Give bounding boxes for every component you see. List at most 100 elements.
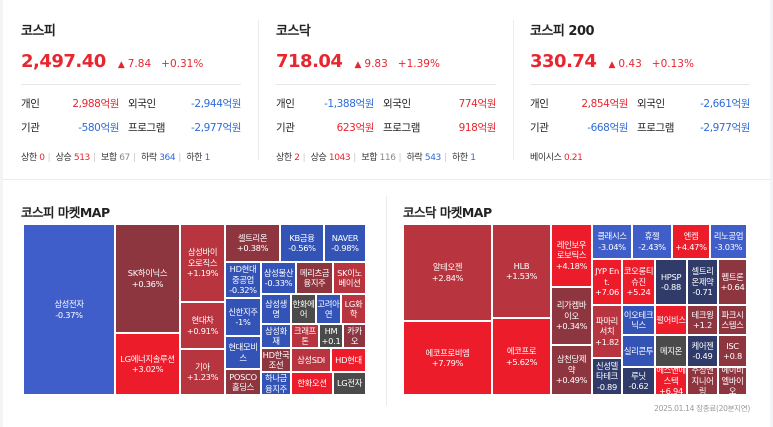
treemap-tile[interactable]: 에스앤에스텍 +6.94	[655, 367, 687, 395]
stat-label: 베이시스	[530, 153, 562, 163]
investor-value: -2,977억원	[191, 122, 241, 134]
treemap-tile[interactable]: POSCO홀딩스	[225, 369, 261, 395]
treemap-tile[interactable]: 펄어비스	[655, 305, 687, 335]
stat-label: 상한	[276, 153, 292, 163]
treemap-tile[interactable]: 현대차 +0.91%	[180, 302, 225, 349]
treemap-tile[interactable]: 한화오션	[291, 372, 333, 395]
kosdaq-map-title: 코스닥 마켓MAP	[403, 205, 492, 220]
kospi-index-card[interactable]: 코스피 2,497.40 ▲ 7.84 +0.31% 개인 2,988억원 외국…	[21, 20, 241, 163]
treemap-tile[interactable]: 삼성화재	[261, 324, 291, 348]
treemap-tile[interactable]: 클래시스 -3.04%	[592, 224, 632, 259]
stat-value: 116	[379, 153, 396, 163]
treemap-tile[interactable]: 하나금융지주	[261, 372, 291, 395]
treemap-tile[interactable]: JYP Ent. +7.06	[592, 259, 622, 305]
treemap-tile[interactable]: LG화학	[341, 294, 366, 324]
treemap-tile[interactable]: KB금융 -0.56%	[280, 224, 324, 262]
investor-value: -2,977억원	[700, 122, 750, 134]
stat-value: 364	[159, 153, 176, 163]
treemap-tile[interactable]: 삼성생명	[261, 294, 291, 324]
treemap-tile[interactable]: HM +0.1	[319, 324, 343, 348]
treemap-tile[interactable]: 펩트론 +0.64	[718, 259, 747, 305]
treemap-tile[interactable]: 에코프로 +5.62%	[492, 318, 551, 395]
treemap-tile[interactable]: 메지온	[655, 335, 687, 367]
investor-label: 개인	[530, 98, 549, 110]
kospi-map-title: 코스피 마켓MAP	[21, 205, 110, 220]
treemap-tile[interactable]: 알테오젠 +2.84%	[403, 224, 492, 321]
treemap-tile[interactable]: 고려아연	[316, 294, 341, 324]
investor-row: 개인 2,854억원 외국인 -2,661억원	[530, 96, 750, 120]
treemap-tile[interactable]: SK하이닉스 +0.36%	[115, 224, 180, 333]
treemap-tile[interactable]: 케어젠 -0.49	[687, 335, 718, 367]
treemap-tile[interactable]: SK이노베이션	[333, 262, 366, 294]
treemap-tile[interactable]: 삼성바이오로직스 +1.19%	[180, 224, 225, 302]
stat-value: 2	[294, 153, 300, 163]
advance-decline-stats: 상한 2 | 상승 1043 | 보합 116 | 하락 543 | 하한 1	[276, 153, 476, 163]
treemap-tile[interactable]: 루닛 -0.62	[622, 367, 655, 395]
treemap-tile[interactable]: 엔켐 +4.47%	[672, 224, 710, 259]
treemap-tile[interactable]: 현대모비스	[225, 336, 261, 369]
market-close-footnote: 2025.01.14 장종료(20분지연)	[654, 404, 750, 413]
investor-label: 기관	[530, 122, 549, 134]
investor-value: -668억원	[587, 122, 628, 134]
treemap-tile[interactable]: 파크시스템스	[718, 305, 747, 335]
treemap-tile[interactable]: HD한국조선	[261, 348, 291, 372]
stat-value: 543	[424, 153, 441, 163]
treemap-tile[interactable]: 삼성물산 -0.33%	[261, 262, 296, 294]
treemap-tile[interactable]: 리노공업 -3.03%	[710, 224, 747, 259]
treemap-tile[interactable]: 이오테크닉스	[622, 305, 655, 335]
treemap-tile[interactable]: HD현대	[331, 348, 366, 372]
stat-label: 하락	[141, 153, 157, 163]
treemap-tile[interactable]: 삼성전자 -0.37%	[23, 224, 115, 395]
treemap-tile[interactable]: 한화에어	[291, 294, 316, 324]
investor-value: -2,944억원	[191, 98, 241, 110]
index-name: 코스피 200	[530, 24, 595, 39]
treemap-tile[interactable]: NAVER -0.98%	[324, 224, 366, 262]
treemap-tile[interactable]: 신성델타테크 -0.89	[592, 358, 622, 395]
investor-row: 개인 -1,388억원 외국인 774억원	[276, 96, 496, 120]
treemap-tile[interactable]: 메리츠금융지주	[296, 262, 333, 294]
treemap-tile[interactable]: HD현대중공업 -0.32%	[225, 262, 261, 298]
treemap-tile[interactable]: 레인보우로보틱스 +4.18%	[551, 224, 592, 287]
stat-label: 보합	[361, 153, 378, 163]
kosdaq-index-card[interactable]: 코스닥 718.04 ▲ 9.83 +1.39% 개인 -1,388억원 외국인…	[276, 20, 496, 163]
up-triangle-icon: ▲	[354, 60, 362, 70]
index-percent: +1.39%	[397, 58, 440, 70]
treemap-tile[interactable]: LG전자	[333, 372, 366, 395]
kospi200-index-card[interactable]: 코스피 200 330.74 ▲ 0.43 +0.13% 개인 2,854억원 …	[530, 20, 750, 163]
treemap-tile[interactable]: HLB +1.53%	[492, 224, 551, 318]
treemap-tile[interactable]: LG에너지솔루션 +3.02%	[115, 333, 180, 395]
investor-label: 프로그램	[128, 122, 166, 134]
stat-label: 상한	[21, 153, 37, 163]
treemap-tile[interactable]: 기아 +1.23%	[180, 349, 225, 395]
kosdaq-treemap: 알테오젠 +2.84% 에코프로비엠 +7.79% HLB +1.53% 에코프로 +5…	[403, 224, 747, 395]
treemap-tile[interactable]: 신한지주 -1%	[225, 298, 261, 336]
investor-row: 기관 -668억원 프로그램 -2,977억원	[530, 120, 750, 144]
treemap-tile[interactable]: 파마리서치 +1.82	[592, 305, 622, 358]
treemap-tile[interactable]: 휴젤 -2.43%	[632, 224, 672, 259]
stat-value: 513	[73, 153, 90, 163]
treemap-tile[interactable]: 카카오	[343, 324, 366, 348]
treemap-tile[interactable]: 셀트리온 +0.38%	[225, 224, 280, 262]
treemap-tile[interactable]: 크래프톤	[291, 324, 319, 348]
treemap-tile[interactable]: 에이비엘바이오	[718, 367, 747, 395]
treemap-tile[interactable]: 테크윙 +1.2	[687, 305, 718, 335]
stat-label: 하락	[406, 153, 423, 163]
treemap-tile[interactable]: 에코프로비엠 +7.79%	[403, 321, 492, 395]
treemap-tile[interactable]: 셀트리온제약 -0.71	[687, 259, 718, 305]
investor-label: 기관	[276, 122, 295, 134]
index-percent: +0.13%	[651, 58, 694, 70]
treemap-tile[interactable]: 리가켐바이오 +0.34%	[551, 287, 592, 345]
index-change: 7.84	[127, 58, 152, 70]
treemap-tile[interactable]: ISC +0.8	[718, 335, 747, 367]
advance-decline-stats: 상한 0 | 상승 513 | 보합 67 | 하락 364 | 하한 1	[21, 153, 210, 163]
treemap-tile[interactable]: 삼천당제약 +0.49%	[551, 345, 592, 395]
treemap-tile[interactable]: 코오롱티슈진 +5.24	[622, 259, 655, 305]
investor-label: 외국인	[128, 98, 156, 110]
treemap-tile[interactable]: HPSP -0.88	[655, 259, 687, 305]
treemap-tile[interactable]: 삼성SDI	[291, 348, 331, 372]
index-name: 코스닥	[276, 24, 311, 39]
treemap-tile[interactable]: 실리콘투	[622, 335, 655, 367]
investor-row: 기관 -580억원 프로그램 -2,977억원	[21, 120, 241, 144]
investor-label: 개인	[276, 98, 295, 110]
treemap-tile[interactable]: 주성엔지니어링	[687, 367, 718, 395]
